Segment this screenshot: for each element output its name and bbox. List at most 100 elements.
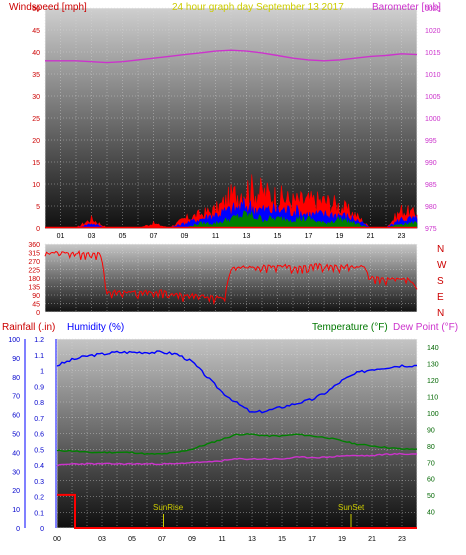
wind-x-tick-label: 19: [336, 233, 344, 240]
temperature-tick-label: 140: [427, 345, 439, 352]
graph-title: 24 hour graph day September 13 2017: [172, 2, 344, 13]
rain-tick-label: 0.7: [34, 416, 44, 423]
humidity-tick-label: 10: [12, 507, 20, 514]
wind-x-tick-label: 13: [243, 233, 251, 240]
humidity-tick-label: 30: [12, 469, 20, 476]
rain-tick-label: 0.4: [34, 463, 44, 470]
rain-tick-label: 1.2: [34, 337, 44, 344]
humidity-tick-label: 20: [12, 488, 20, 495]
direction-tick-label: 315: [28, 251, 40, 258]
humidity-tick-label: 100: [8, 337, 20, 344]
wind-direction-series: [44, 249, 418, 306]
rain-tick-label: 0.6: [34, 432, 44, 439]
windspeed-tick-label: 30: [32, 94, 40, 101]
rainfall-axis-label: Rainfall (.in): [2, 322, 55, 333]
humidity-tick-label: 90: [12, 356, 20, 363]
humidity-tick-label: 70: [12, 394, 20, 401]
chart-marks: [44, 49, 418, 529]
climate-x-tick-label: 07: [158, 536, 166, 543]
sunset-label: SunSet: [338, 503, 365, 512]
humidity-series: [56, 350, 418, 414]
sunrise-label: SunRise: [153, 503, 184, 512]
windspeed-tick-label: 25: [32, 116, 40, 123]
temperature-tick-label: 130: [427, 362, 439, 369]
climate-x-tick-label: 00: [53, 536, 61, 543]
climate-x-tick-label: 15: [278, 536, 286, 543]
windspeed-tick-label: 10: [32, 182, 40, 189]
direction-gridlines: [44, 243, 418, 313]
climate-x-tick-label: 21: [368, 536, 376, 543]
direction-tick-label: 45: [32, 302, 40, 309]
windspeed-tick-label: 15: [32, 160, 40, 167]
barometer-tick-label: 985: [425, 182, 437, 189]
wind-x-tick-label: 01: [57, 233, 65, 240]
wind-x-tick-label: 05: [119, 233, 127, 240]
direction-tick-label: 0: [36, 310, 40, 317]
rain-tick-label: 1.1: [34, 353, 44, 360]
rain-tick-label: 1: [40, 369, 44, 376]
compass-label-w: W: [437, 260, 447, 271]
temperature-tick-label: 80: [427, 444, 435, 451]
temperature-series: [56, 432, 418, 456]
direction-tick-label: 225: [28, 268, 40, 275]
humidity-tick-label: 40: [12, 450, 20, 457]
wind-x-tick-label: 03: [88, 233, 96, 240]
wind-x-tick-label: 17: [305, 233, 313, 240]
humidity-tick-label: 80: [12, 375, 20, 382]
temperature-tick-label: 40: [427, 510, 435, 517]
humidity-tick-label: 50: [12, 432, 20, 439]
temperature-tick-label: 50: [427, 493, 435, 500]
compass-label-s: S: [437, 276, 444, 287]
direction-tick-label: 90: [32, 293, 40, 300]
windspeed-tick-label: 20: [32, 138, 40, 145]
axis-ticks: 0510152025303540455097598098599099510001…: [8, 6, 440, 543]
temperature-tick-label: 70: [427, 460, 435, 467]
barometer-tick-label: 1010: [425, 72, 441, 79]
temperature-tick-label: 90: [427, 427, 435, 434]
barometer-series: [45, 49, 418, 64]
windspeed-tick-label: 45: [32, 28, 40, 35]
wind-x-tick-label: 23: [398, 233, 406, 240]
temperature-tick-label: 100: [427, 411, 439, 418]
climate-x-tick-label: 23: [398, 536, 406, 543]
climate-x-tick-label: 11: [218, 536, 225, 543]
climate-x-tick-label: 19: [338, 536, 346, 543]
temperature-axis-label: Temperature (°F): [312, 322, 388, 333]
dewpoint-axis-label: Dew Point (°F): [393, 322, 458, 333]
humidity-tick-label: 60: [12, 413, 20, 420]
direction-tick-label: 180: [28, 276, 40, 283]
rain-tick-label: 0.1: [34, 510, 44, 517]
windspeed-axis-label: Windspeed [mph]: [9, 2, 87, 13]
dewpoint-series: [56, 452, 417, 467]
direction-tick-label: 270: [28, 259, 40, 266]
barometer-tick-label: 990: [425, 160, 437, 167]
windspeed-tick-label: 35: [32, 72, 40, 79]
barometer-tick-label: 995: [425, 138, 437, 145]
temperature-tick-label: 120: [427, 378, 439, 385]
windspeed-tick-label: 0: [36, 226, 40, 233]
wind-x-tick-label: 21: [367, 233, 375, 240]
climate-x-tick-label: 05: [128, 536, 136, 543]
direction-tick-label: 360: [28, 242, 40, 249]
barometer-tick-label: 1015: [425, 50, 441, 57]
barometer-tick-label: 1005: [425, 94, 441, 101]
rain-tick-label: 0.9: [34, 384, 44, 391]
barometer-tick-label: 980: [425, 204, 437, 211]
barometer-axis-label: Barometer [mb]: [372, 2, 441, 13]
compass-label-n-bottom: N: [437, 308, 444, 319]
temperature-tick-label: 60: [427, 477, 435, 484]
climate-x-tick-label: 03: [98, 536, 106, 543]
rain-tick-label: 0.3: [34, 479, 44, 486]
wind-x-tick-label: 15: [274, 233, 282, 240]
rain-tick-label: 0.2: [34, 495, 44, 502]
barometer-tick-label: 1020: [425, 28, 441, 35]
direction-tick-label: 135: [28, 285, 40, 292]
compass-label-e: E: [437, 292, 444, 303]
climate-x-tick-label: 13: [248, 536, 256, 543]
barometer-tick-label: 1000: [425, 116, 441, 123]
barometer-tick-label: 1025: [425, 6, 441, 13]
climate-x-tick-label: 17: [308, 536, 316, 543]
rain-tick-label: 0.5: [34, 447, 44, 454]
rainfall-series: [57, 493, 417, 529]
